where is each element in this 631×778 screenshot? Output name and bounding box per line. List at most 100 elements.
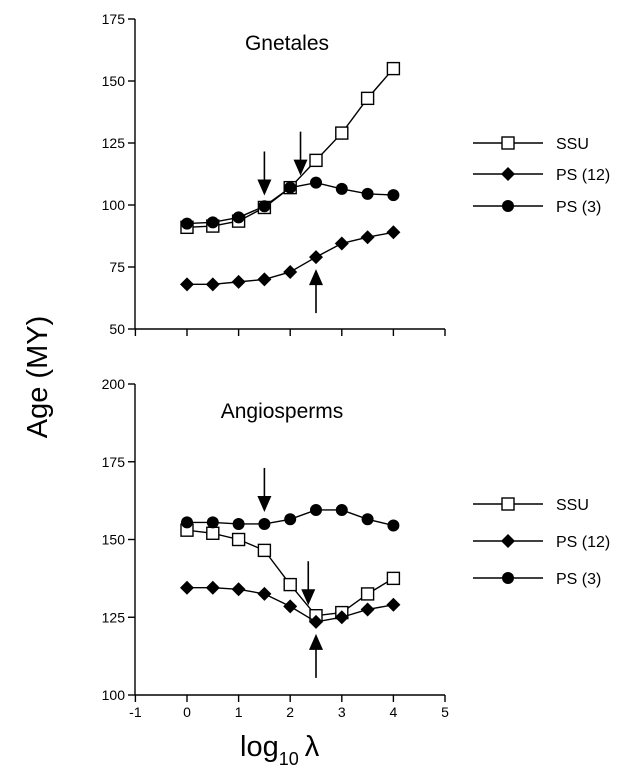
data-point bbox=[386, 61, 401, 76]
x-tick-label: -1 bbox=[129, 704, 142, 720]
data-point bbox=[335, 126, 349, 140]
data-point bbox=[334, 236, 349, 251]
y-tick-label: 175 bbox=[102, 454, 126, 470]
legend-marker bbox=[501, 534, 515, 548]
arrow-down bbox=[301, 561, 316, 606]
panel-angiosperms: 100 125 150 175 200 -1 0 1 2 3 4 5 Angiosperms bbox=[102, 376, 449, 720]
data-point bbox=[232, 517, 245, 530]
y-tick-label: 100 bbox=[102, 197, 126, 213]
data-point bbox=[386, 597, 401, 612]
legend-item: PS (12) bbox=[473, 534, 610, 551]
data-point bbox=[283, 599, 298, 614]
data-point bbox=[206, 526, 220, 540]
panel-title: Gnetales bbox=[245, 32, 329, 55]
legend-item: PS (3) bbox=[473, 571, 601, 588]
y-tick-label: 150 bbox=[102, 73, 126, 89]
y-axis-label: Age (MY) bbox=[22, 316, 54, 438]
legend-label: SSU bbox=[556, 136, 589, 153]
data-point bbox=[309, 153, 323, 168]
legend-item: PS (12) bbox=[473, 167, 610, 184]
data-point bbox=[387, 519, 400, 532]
data-point bbox=[283, 577, 297, 592]
data-point bbox=[334, 610, 349, 625]
legend-item: SSU bbox=[473, 136, 589, 153]
data-point bbox=[361, 513, 374, 526]
y-tick-label: 175 bbox=[102, 11, 126, 27]
legend-marker bbox=[502, 572, 514, 584]
data-point bbox=[360, 91, 375, 106]
data-point bbox=[387, 189, 400, 202]
arrow-down bbox=[257, 151, 272, 196]
legend-angiosperms: SSU PS (12) PS (3) bbox=[473, 497, 610, 588]
data-point bbox=[386, 225, 401, 240]
y-tick-label: 150 bbox=[102, 532, 126, 548]
series-ps-12 bbox=[180, 225, 401, 292]
x-tick-label: 0 bbox=[183, 704, 191, 720]
data-point bbox=[283, 264, 298, 279]
data-point bbox=[258, 517, 271, 530]
legend-label: PS (3) bbox=[556, 571, 601, 588]
legend-marker bbox=[501, 497, 515, 511]
legend-marker bbox=[501, 167, 515, 181]
y-tick-label: 50 bbox=[109, 321, 125, 337]
data-point bbox=[181, 516, 193, 529]
legend-marker bbox=[501, 136, 515, 150]
arrow-down bbox=[257, 467, 272, 512]
data-point bbox=[309, 250, 323, 265]
data-point bbox=[310, 176, 322, 189]
panel-title: Angiosperms bbox=[221, 400, 344, 423]
panel-gnetales: 50 75 100 125 150 175 Gnetales bbox=[102, 11, 446, 337]
y-tick-label: 75 bbox=[109, 259, 125, 275]
data-point bbox=[206, 516, 219, 529]
legend-label: PS (3) bbox=[556, 199, 601, 216]
legend-label: PS (12) bbox=[556, 534, 610, 551]
y-tick-label: 100 bbox=[102, 687, 126, 703]
data-point bbox=[360, 587, 375, 601]
arrow-up bbox=[309, 269, 323, 314]
x-axis-label-lambda: λ bbox=[305, 731, 320, 763]
data-point bbox=[180, 277, 194, 292]
series-ps-3 bbox=[181, 503, 400, 532]
data-point bbox=[206, 216, 219, 229]
legend-item: SSU bbox=[473, 497, 589, 514]
data-point bbox=[257, 586, 272, 601]
legend-label: PS (12) bbox=[556, 167, 610, 184]
y-tick-label: 125 bbox=[102, 609, 126, 625]
legend-marker bbox=[502, 200, 514, 212]
legend-item: PS (3) bbox=[473, 199, 601, 216]
x-tick-label: 3 bbox=[338, 704, 346, 720]
data-point bbox=[180, 580, 194, 595]
data-point bbox=[361, 187, 374, 200]
arrow-down bbox=[293, 131, 308, 176]
x-tick-label: 4 bbox=[390, 704, 398, 720]
data-point bbox=[257, 272, 272, 287]
data-point bbox=[310, 503, 322, 516]
data-point bbox=[257, 543, 272, 558]
x-tick-label: 5 bbox=[441, 704, 449, 720]
legend-gnetales: SSU PS (12) PS (3) bbox=[473, 136, 610, 216]
data-point bbox=[232, 211, 245, 224]
x-axis-label-subscript: 10 bbox=[279, 749, 299, 769]
series-ps-3 bbox=[181, 176, 400, 230]
data-point bbox=[335, 182, 348, 195]
data-point bbox=[181, 217, 193, 230]
y-tick-label: 125 bbox=[102, 135, 126, 151]
series-ps-12 bbox=[180, 580, 401, 629]
legend-label: SSU bbox=[556, 497, 589, 514]
data-point bbox=[284, 513, 297, 526]
data-point bbox=[284, 181, 297, 194]
data-point bbox=[309, 614, 323, 629]
data-point bbox=[231, 532, 246, 547]
data-point bbox=[205, 580, 220, 595]
x-tick-label: 1 bbox=[235, 704, 243, 720]
data-point bbox=[231, 582, 246, 597]
y-tick-label: 200 bbox=[102, 376, 126, 392]
data-point bbox=[258, 200, 271, 213]
data-point bbox=[231, 274, 246, 289]
arrow-up bbox=[309, 633, 323, 678]
data-point bbox=[360, 602, 375, 617]
data-point bbox=[386, 571, 401, 586]
x-axis-label: log10 λ bbox=[240, 731, 320, 769]
x-tick-label: 2 bbox=[286, 704, 294, 720]
